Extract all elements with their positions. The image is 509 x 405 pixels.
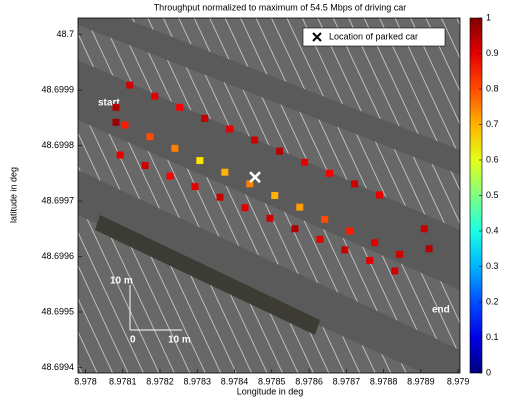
- x-tick-label: 8.978: [74, 376, 97, 386]
- colorbar-tick-label: 0.7: [486, 119, 499, 129]
- data-point: [201, 114, 209, 122]
- data-point: [266, 214, 274, 222]
- data-point: [425, 245, 433, 253]
- x-tick-label: 8.9786: [295, 376, 323, 386]
- data-point: [271, 192, 279, 199]
- data-point: [420, 225, 428, 233]
- y-tick-label: 48.6999: [41, 84, 74, 94]
- colorbar-tick-label: 0.1: [486, 332, 499, 342]
- data-point: [241, 204, 249, 212]
- y-tick-label: 48.6997: [41, 195, 74, 205]
- data-point: [301, 158, 309, 166]
- data-point: [146, 133, 154, 141]
- data-point: [391, 267, 399, 275]
- parked-car-marker: [249, 171, 261, 184]
- data-point: [296, 203, 304, 211]
- start-label: start: [98, 98, 120, 109]
- data-point: [216, 193, 224, 201]
- data-point: [226, 125, 234, 133]
- scale-bar: [129, 285, 182, 331]
- legend-label: Location of parked car: [329, 31, 418, 41]
- data-point: [251, 136, 259, 144]
- x-axis-label: Longitude in deg: [237, 386, 304, 396]
- colorbar-tick-label: 0.4: [486, 225, 499, 235]
- data-point: [121, 121, 129, 129]
- chart-title: Throughput normalized to maximum of 54.5…: [154, 2, 407, 12]
- end-label: end: [432, 305, 450, 316]
- data-point: [126, 81, 134, 89]
- x-tick-label: 8.9782: [146, 376, 174, 386]
- data-point: [316, 235, 324, 243]
- data-point: [321, 215, 329, 223]
- data-point: [141, 162, 149, 170]
- y-tick-label: 48.6994: [41, 362, 74, 372]
- y-tick-label: 48.7: [56, 29, 74, 39]
- data-point: [341, 246, 349, 254]
- data-point: [166, 172, 174, 180]
- data-point: [191, 183, 199, 191]
- data-point: [396, 250, 404, 258]
- scale-label: 10 m: [110, 276, 133, 287]
- data-point: [276, 147, 284, 155]
- data-point: [116, 151, 124, 159]
- data-point: [326, 169, 334, 177]
- data-point: [376, 191, 384, 199]
- x-tick-label: 8.9783: [183, 376, 211, 386]
- data-point: [221, 168, 229, 176]
- x-tick-label: 8.9781: [109, 376, 137, 386]
- colorbar-tick-label: 0.6: [486, 154, 499, 164]
- scale-origin: 0: [130, 335, 136, 346]
- data-point: [246, 180, 254, 188]
- data-point: [366, 256, 374, 264]
- y-tick-label: 48.6996: [41, 251, 74, 261]
- aerial-background: [78, 18, 460, 373]
- data-point: [112, 103, 120, 111]
- scale-label: 10 m: [168, 335, 191, 346]
- x-tick-label: 8.9789: [407, 376, 435, 386]
- data-point: [171, 144, 179, 152]
- data-point: [351, 180, 359, 188]
- data-point: [151, 92, 159, 100]
- colorbar-tick-label: 0.2: [486, 296, 499, 306]
- colorbar-tick-label: 0.8: [486, 83, 499, 93]
- y-tick-label: 48.6995: [41, 306, 74, 316]
- plot-frame: [77, 17, 461, 374]
- colorbar-tick-label: 0.5: [486, 190, 499, 200]
- data-point: [291, 225, 299, 233]
- y-axis-label: latitude in deg: [8, 167, 18, 223]
- x-tick-label: 8.9785: [258, 376, 286, 386]
- y-tick-label: 48.6998: [41, 140, 74, 150]
- data-point: [176, 103, 184, 111]
- x-tick-label: 8.9784: [221, 376, 249, 386]
- colorbar-tick-label: 1: [486, 12, 491, 22]
- colorbar-tick-label: 0: [486, 367, 491, 377]
- x-tick-label: 8.979: [447, 376, 470, 386]
- data-point: [371, 239, 379, 247]
- data-point: [112, 118, 120, 126]
- colorbar-tick-label: 0.3: [486, 261, 499, 271]
- data-point: [346, 227, 354, 235]
- colorbar-tick-label: 0.9: [486, 48, 499, 58]
- x-tick-label: 8.9788: [370, 376, 398, 386]
- x-tick-label: 8.9787: [333, 376, 361, 386]
- legend: Location of parked car: [302, 27, 446, 47]
- data-point: [196, 157, 204, 165]
